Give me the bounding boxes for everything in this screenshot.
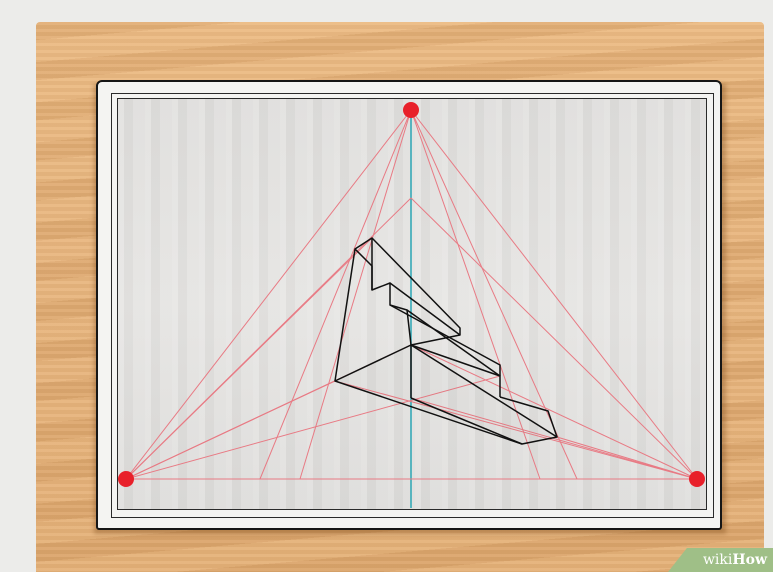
stepped-block-object [334, 237, 558, 445]
watermark-suffix: How [732, 552, 767, 568]
vanishing-point-right [689, 471, 705, 487]
drawing-paper [117, 98, 707, 510]
guide-lines [125, 109, 698, 480]
wikihow-watermark: wiki How [668, 548, 773, 572]
vanishing-point-left [118, 471, 134, 487]
watermark-prefix: wiki [702, 552, 733, 568]
board-outer-frame [111, 93, 714, 518]
vanishing-point-top [403, 102, 419, 118]
